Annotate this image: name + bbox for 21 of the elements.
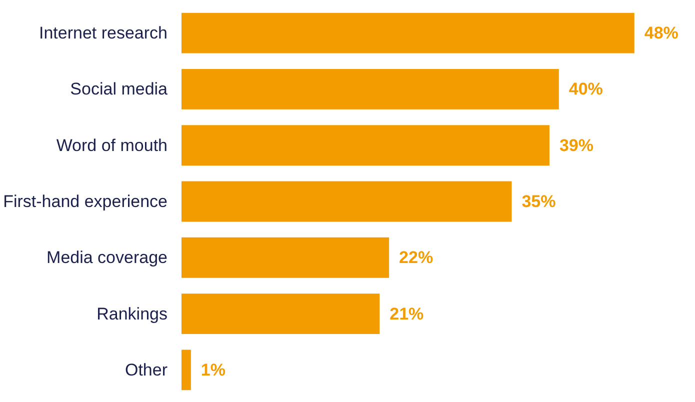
y-tick-label: First-hand experience bbox=[3, 192, 168, 211]
y-tick-label: Social media bbox=[70, 80, 168, 99]
data-label: 48% bbox=[644, 24, 678, 43]
y-tick-label: Media coverage bbox=[46, 248, 168, 268]
data-label: 40% bbox=[568, 80, 603, 99]
bar bbox=[182, 294, 380, 334]
bar bbox=[182, 350, 191, 390]
data-label: 21% bbox=[390, 304, 424, 324]
bar bbox=[182, 12, 634, 54]
bar bbox=[182, 125, 550, 166]
y-tick-label: Other bbox=[124, 360, 168, 380]
bar bbox=[182, 68, 559, 110]
bar bbox=[182, 181, 512, 222]
y-tick-label: Internet research bbox=[38, 24, 168, 43]
bar bbox=[182, 237, 390, 278]
y-tick-label: Rankings bbox=[96, 304, 168, 324]
data-label: 35% bbox=[522, 192, 556, 211]
data-label: 1% bbox=[200, 360, 226, 380]
y-tick-label: Word of mouth bbox=[56, 136, 168, 155]
data-label: 22% bbox=[399, 248, 434, 268]
data-label: 39% bbox=[559, 136, 594, 155]
